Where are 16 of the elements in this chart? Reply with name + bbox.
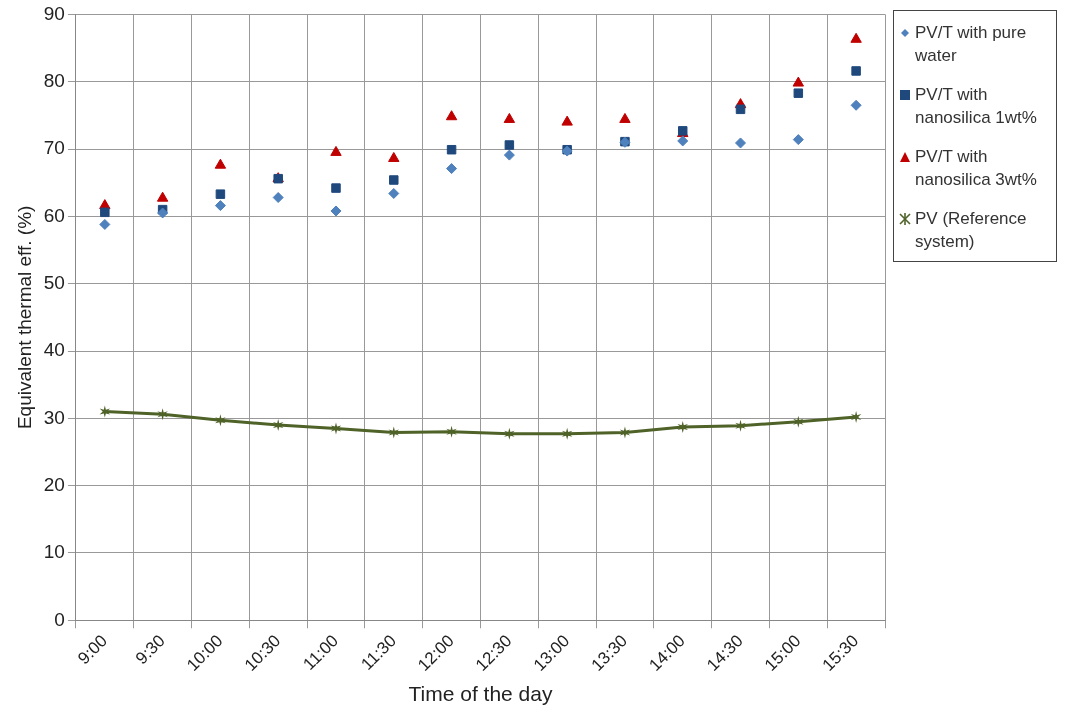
y-tick-label: 10 <box>43 541 65 563</box>
y-tick-label: 0 <box>54 608 65 630</box>
x-axis-title: Time of the day <box>408 682 553 706</box>
y-tick-label: 30 <box>43 406 65 428</box>
legend-label: PV/T with pure water <box>915 22 1028 67</box>
y-tick-label: 50 <box>43 271 65 293</box>
y-tick-label: 20 <box>43 473 65 495</box>
legend-label: PV/T with nanosilica 3wt% <box>915 146 1038 191</box>
y-tick-label: 90 <box>43 2 65 24</box>
y-axis-title: Equivalent thermal eff. (%) <box>13 205 35 430</box>
y-tick-label: 80 <box>43 69 65 91</box>
y-tick-label: 60 <box>43 204 65 226</box>
legend-label: PV/T with nanosilica 1wt% <box>915 84 1038 129</box>
y-tick-label: 70 <box>43 137 65 159</box>
legend-label: PV (Reference system) <box>915 208 1028 253</box>
y-tick-label: 40 <box>43 339 65 361</box>
